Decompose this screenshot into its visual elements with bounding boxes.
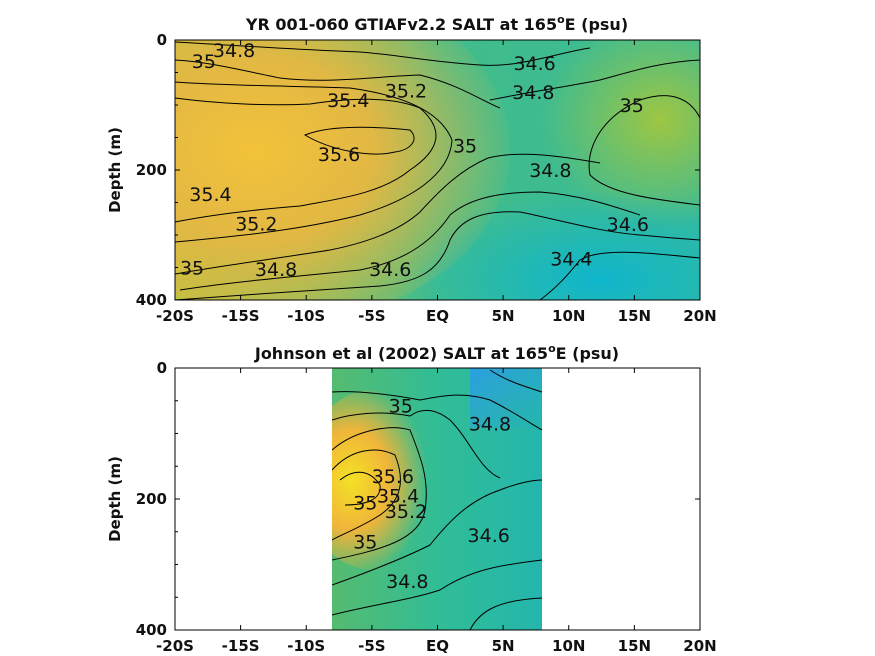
top-axis-ticks: -20S -15S -10S -5S EQ 5N 10N 15N 20N 0 200 400 <box>136 31 717 325</box>
top-contour-label: 35.2 <box>385 81 427 103</box>
top-x-tick-label: 15N <box>618 307 651 325</box>
bottom-y-tick-label: 200 <box>136 490 167 508</box>
bottom-contour-label: 35.2 <box>385 501 427 523</box>
bottom-contour-label: 35.4 <box>377 486 419 508</box>
bottom-x-tick-label: 15N <box>618 637 651 655</box>
top-contour-label: 34.8 <box>512 82 554 104</box>
top-contour-label: 34.6 <box>513 53 555 75</box>
top-contour-label: 34.4 <box>550 248 592 270</box>
top-contour-label: 35 <box>180 258 204 280</box>
top-panel-title: YR 001-060 GTIAFv2.2 SALT at 165oE (psu) <box>245 13 628 34</box>
bottom-x-tick-label: -5S <box>358 637 385 655</box>
top-x-tick-label: -15S <box>222 307 260 325</box>
bottom-contour-label: 35 <box>389 395 413 417</box>
top-y-axis-label: Depth (m) <box>106 127 124 213</box>
bottom-x-tick-label: -10S <box>287 637 325 655</box>
top-x-tick-label: EQ <box>426 307 449 325</box>
bottom-x-tick-label: 20N <box>683 637 716 655</box>
top-y-tick-label: 0 <box>157 31 167 49</box>
top-contour-label: 35.4 <box>327 90 369 112</box>
top-y-tick-label: 200 <box>136 161 167 179</box>
bottom-panel: Johnson et al (2002) SALT at 165oE (psu)… <box>106 342 717 655</box>
top-contour-label: 34.6 <box>607 214 649 236</box>
top-x-tick-label: 10N <box>552 307 585 325</box>
bottom-contour-label: 35 <box>353 492 377 514</box>
bottom-x-tick-label: -15S <box>222 637 260 655</box>
top-contour-label: 34.8 <box>255 259 297 281</box>
bottom-x-tick-label: -20S <box>156 637 194 655</box>
bottom-y-axis-label: Depth (m) <box>106 456 124 542</box>
bottom-x-tick-label: EQ <box>426 637 449 655</box>
bottom-salinity-field <box>332 368 542 630</box>
bottom-y-tick-label: 0 <box>157 359 167 377</box>
top-x-tick-label: -10S <box>287 307 325 325</box>
top-x-tick-label: 20N <box>683 307 716 325</box>
bottom-x-tick-label: 10N <box>552 637 585 655</box>
bottom-y-tick-label: 400 <box>136 621 167 639</box>
bottom-x-tick-label: 5N <box>492 637 515 655</box>
bottom-axis-ticks: -20S -15S -10S -5S EQ 5N 10N 15N 20N 0 200 400 <box>136 359 717 655</box>
bottom-contour-label: 34.6 <box>468 525 510 547</box>
top-contour-label: 35 <box>453 135 477 157</box>
top-contour-label: 34.8 <box>529 160 571 182</box>
top-contour-label: 35 <box>620 95 644 117</box>
top-contour-label: 34.6 <box>369 259 411 281</box>
top-x-tick-label: -20S <box>156 307 194 325</box>
bottom-contour-label: 34.8 <box>386 571 428 593</box>
top-contour-label: 35.6 <box>318 144 360 166</box>
top-panel: YR 001-060 GTIAFv2.2 SALT at 165oE (psu)… <box>106 13 717 325</box>
top-contour-label: 35.4 <box>189 184 231 206</box>
bottom-contour-label: 35 <box>353 532 377 554</box>
bottom-contour-label: 34.8 <box>469 414 511 436</box>
top-contour-lines <box>175 41 700 300</box>
bottom-contour-label: 35.6 <box>372 466 414 488</box>
top-contour-label: 35.2 <box>235 213 277 235</box>
top-y-tick-label: 400 <box>136 291 167 309</box>
top-x-tick-label: -5S <box>358 307 385 325</box>
top-contour-label: 34.8 <box>213 40 255 62</box>
top-contour-label: 35 <box>192 51 216 73</box>
bottom-contour-lines <box>332 369 542 630</box>
bottom-panel-title: Johnson et al (2002) SALT at 165oE (psu) <box>254 342 619 363</box>
top-x-tick-label: 5N <box>492 307 515 325</box>
